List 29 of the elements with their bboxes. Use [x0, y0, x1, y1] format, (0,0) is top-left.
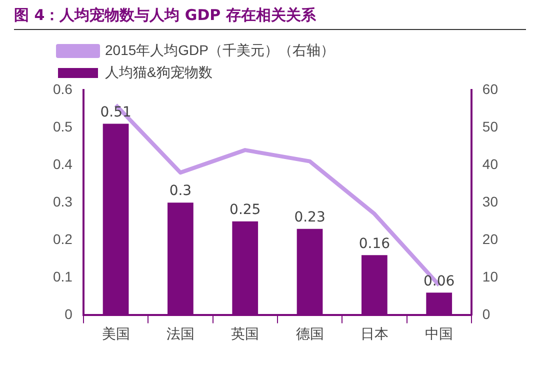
- y2-tick-label: 0: [482, 306, 490, 322]
- data-label: 0.06: [424, 273, 455, 290]
- y-tick-label: 0.1: [52, 268, 73, 285]
- y-tick-label: 0.3: [52, 193, 73, 210]
- y2-tick-label: 60: [482, 80, 498, 97]
- y-tick-label: 0.6: [52, 80, 73, 97]
- data-label: 0.23: [294, 210, 326, 226]
- data-label: 0.16: [358, 236, 390, 252]
- legend-label: 2015年人均GDP（千美元）（右轴）: [105, 42, 334, 58]
- y2-tick-label: 50: [482, 118, 498, 134]
- y-tick-label: 0: [64, 306, 73, 322]
- x-tick-label: 英国: [231, 325, 260, 342]
- data-label: 0.25: [230, 202, 261, 218]
- x-tick-label: 美国: [102, 325, 130, 342]
- chart-title: 图 4：人均宠物数与人均 GDP 存在相关关系: [14, 6, 526, 30]
- y-tick-label: 0.5: [52, 118, 73, 134]
- legend-label: 人均猫&狗宠物数: [105, 64, 212, 80]
- x-tick-label: 日本: [360, 325, 388, 342]
- x-tick-label: 德国: [296, 325, 324, 342]
- y2-tick-label: 30: [482, 193, 498, 210]
- y-tick-label: 0.2: [52, 230, 73, 247]
- x-tick-label: 中国: [425, 325, 454, 342]
- data-label: 0.51: [100, 104, 132, 120]
- y2-tick-label: 10: [482, 268, 498, 285]
- data-label: 0.3: [169, 183, 192, 200]
- y-tick-label: 0.4: [52, 156, 73, 172]
- y2-tick-label: 20: [482, 230, 498, 247]
- x-tick-label: 法国: [166, 325, 194, 342]
- y2-tick-label: 40: [482, 156, 498, 172]
